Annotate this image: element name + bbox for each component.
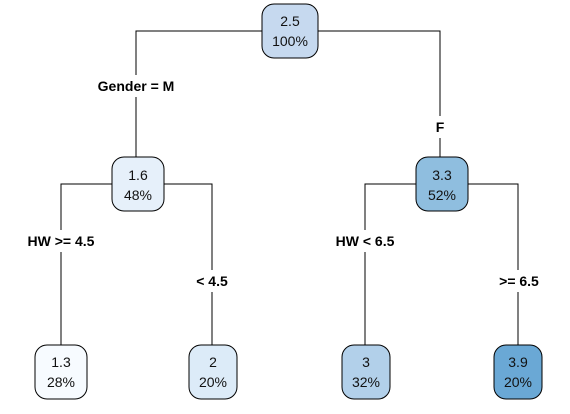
edge-root-to-right (318, 30, 441, 157)
leaf-node-box (188, 344, 238, 400)
split-label-bg (430, 116, 450, 138)
leaf-node: 3 32% (341, 344, 391, 400)
leaf-node: 1.3 28% (34, 344, 88, 400)
leaf-node-value: 1.3 (51, 354, 71, 370)
right-node-box (415, 156, 469, 212)
leaf-node-box (341, 344, 391, 400)
split-label-bg (492, 270, 546, 292)
leaf-node-box (34, 344, 88, 400)
edge-right-to-leaf4 (468, 183, 519, 345)
leaf-node-box (493, 344, 543, 400)
split-label-bg (88, 75, 184, 97)
right-node-value: 3.3 (432, 167, 452, 183)
split-label-bg (326, 230, 404, 252)
left-node-percent: 48% (124, 187, 152, 203)
root-node-value: 2.5 (280, 13, 300, 29)
split-label-f: F (436, 119, 445, 135)
root-node-box (261, 3, 319, 59)
edge-left-to-leaf1 (60, 183, 112, 345)
edge-left-to-leaf2 (164, 183, 213, 345)
edge-right-to-leaf3 (364, 183, 416, 345)
leaf-node: 3.9 20% (493, 344, 543, 400)
split-label-bg (190, 270, 234, 292)
left-node-box (111, 156, 165, 212)
right-node-percent: 52% (428, 187, 456, 203)
leaf-node: 2 20% (188, 344, 238, 400)
leaf-node-value: 2 (209, 354, 217, 370)
leaf-node-percent: 20% (504, 374, 532, 390)
split-label-hw-lt-6-5: HW < 6.5 (336, 233, 395, 249)
left-node: 1.6 48% (111, 156, 165, 212)
split-label-gender-m: Gender = M (98, 78, 175, 94)
split-label-hw-ge-4-5: HW >= 4.5 (28, 233, 95, 249)
leaf-node-percent: 28% (47, 374, 75, 390)
split-label-bg (18, 230, 104, 252)
right-node: 3.3 52% (415, 156, 469, 212)
leaf-node-percent: 32% (352, 374, 380, 390)
edge-root-to-left (135, 30, 262, 157)
root-node-percent: 100% (272, 33, 308, 49)
root-node: 2.5 100% (261, 3, 319, 59)
split-label-ge-6-5: >= 6.5 (499, 273, 539, 289)
split-label-lt-4-5: < 4.5 (196, 273, 228, 289)
leaf-node-value: 3 (362, 354, 370, 370)
leaf-node-value: 3.9 (508, 354, 528, 370)
leaf-node-percent: 20% (199, 374, 227, 390)
left-node-value: 1.6 (128, 167, 148, 183)
